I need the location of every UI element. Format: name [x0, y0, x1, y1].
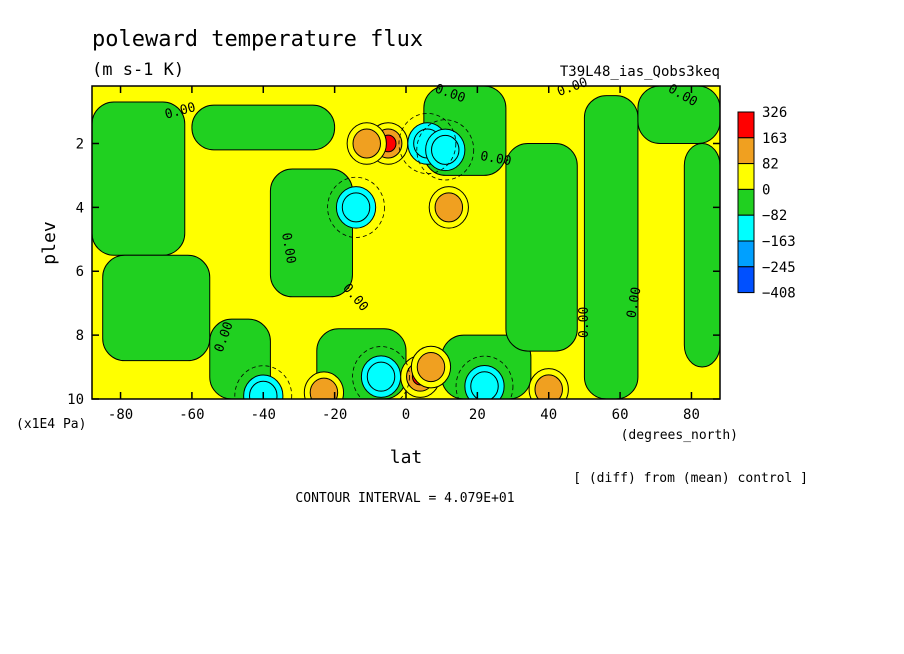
- x-axis-units: (degrees_north): [621, 428, 738, 443]
- legend-swatch-3: [737, 188, 755, 216]
- legend-label-6: −245: [762, 260, 796, 276]
- legend-swatch-5: [737, 240, 755, 268]
- negative-region-4: [269, 168, 353, 298]
- legend-swatch-2: [737, 163, 755, 190]
- experiment-label: T39L48_ias_Qobs3keq: [560, 64, 720, 80]
- legend-label-3: 0: [762, 182, 770, 198]
- extremum-9-dashed: [455, 355, 514, 399]
- extremum-4-dashed: [327, 176, 385, 238]
- negative-region-1: [92, 101, 186, 256]
- extremum-8-ring-1: [366, 361, 396, 392]
- x-tick-label-0: -80: [108, 407, 133, 423]
- contour-label-8: 0.00: [577, 307, 592, 338]
- chart-title: poleward temperature flux: [92, 27, 423, 52]
- chart-units: (m s-1 K): [92, 60, 184, 80]
- extremum-11-ring-1: [309, 377, 339, 399]
- y-tick-label-0: 2: [76, 136, 84, 152]
- y-tick-label-3: 8: [76, 328, 84, 344]
- x-tick-label-3: -20: [322, 407, 347, 423]
- y-tick-label-1: 4: [76, 200, 84, 216]
- legend-swatch-0: [737, 111, 755, 139]
- x-tick-label-6: 40: [540, 407, 557, 423]
- legend-swatch-4: [737, 214, 755, 242]
- legend-label-2: 82: [762, 157, 779, 173]
- negative-region-0: [191, 104, 336, 151]
- extremum-4-ring-1: [341, 192, 371, 223]
- plot-area: [92, 86, 720, 399]
- y-axis-label: plev: [39, 221, 60, 264]
- contour-interval: CONTOUR INTERVAL = 4.079E+01: [295, 491, 514, 506]
- diff-note: [ (diff) from (mean) control ]: [573, 471, 808, 486]
- x-tick-label-4: 0: [402, 407, 410, 423]
- legend-label-0: 326: [762, 105, 787, 121]
- extremum-12-dashed: [234, 365, 293, 399]
- x-tick-label-7: 60: [612, 407, 629, 423]
- legend-label-4: −82: [762, 208, 787, 224]
- x-axis-label: lat: [390, 447, 423, 468]
- extremum-3-dashed: [416, 119, 475, 181]
- contour-label-5: 0.00: [278, 232, 298, 265]
- negative-region-11: [683, 142, 720, 368]
- y-tick-label-2: 6: [76, 264, 84, 280]
- extremum-9-ring-1: [470, 371, 499, 399]
- negative-region-10: [637, 86, 720, 144]
- dashed-contours: [234, 112, 514, 399]
- negative-region-9: [583, 95, 639, 399]
- extremum-7-ring-1: [416, 352, 446, 383]
- legend-swatch-1: [737, 137, 755, 165]
- negative-region-8: [505, 142, 578, 352]
- extremum-12-ring-1: [249, 380, 278, 399]
- negative-region-2: [102, 254, 211, 362]
- y-tick-label-4: 10: [67, 392, 84, 408]
- x-tick-label-2: -40: [251, 407, 276, 423]
- extremum-8-dashed: [352, 346, 410, 399]
- legend-label-5: −163: [762, 234, 796, 250]
- legend-label-1: 163: [762, 131, 787, 147]
- legend-label-7: −408: [762, 286, 796, 302]
- x-tick-label-1: -60: [179, 407, 204, 423]
- extremum-3-ring-1: [431, 134, 460, 165]
- x-tick-label-5: 20: [469, 407, 486, 423]
- contour-label-2: 0.00: [479, 149, 512, 169]
- extremum-1-ring-1: [352, 128, 381, 159]
- extremum-5-ring-1: [434, 192, 464, 223]
- legend-swatch-6: [737, 266, 755, 294]
- x-tick-label-8: 80: [683, 407, 700, 423]
- contour-label-9: 0.00: [624, 286, 644, 319]
- extremum-10-ring-1: [534, 374, 563, 399]
- y-axis-units: (x1E4 Pa): [16, 417, 86, 432]
